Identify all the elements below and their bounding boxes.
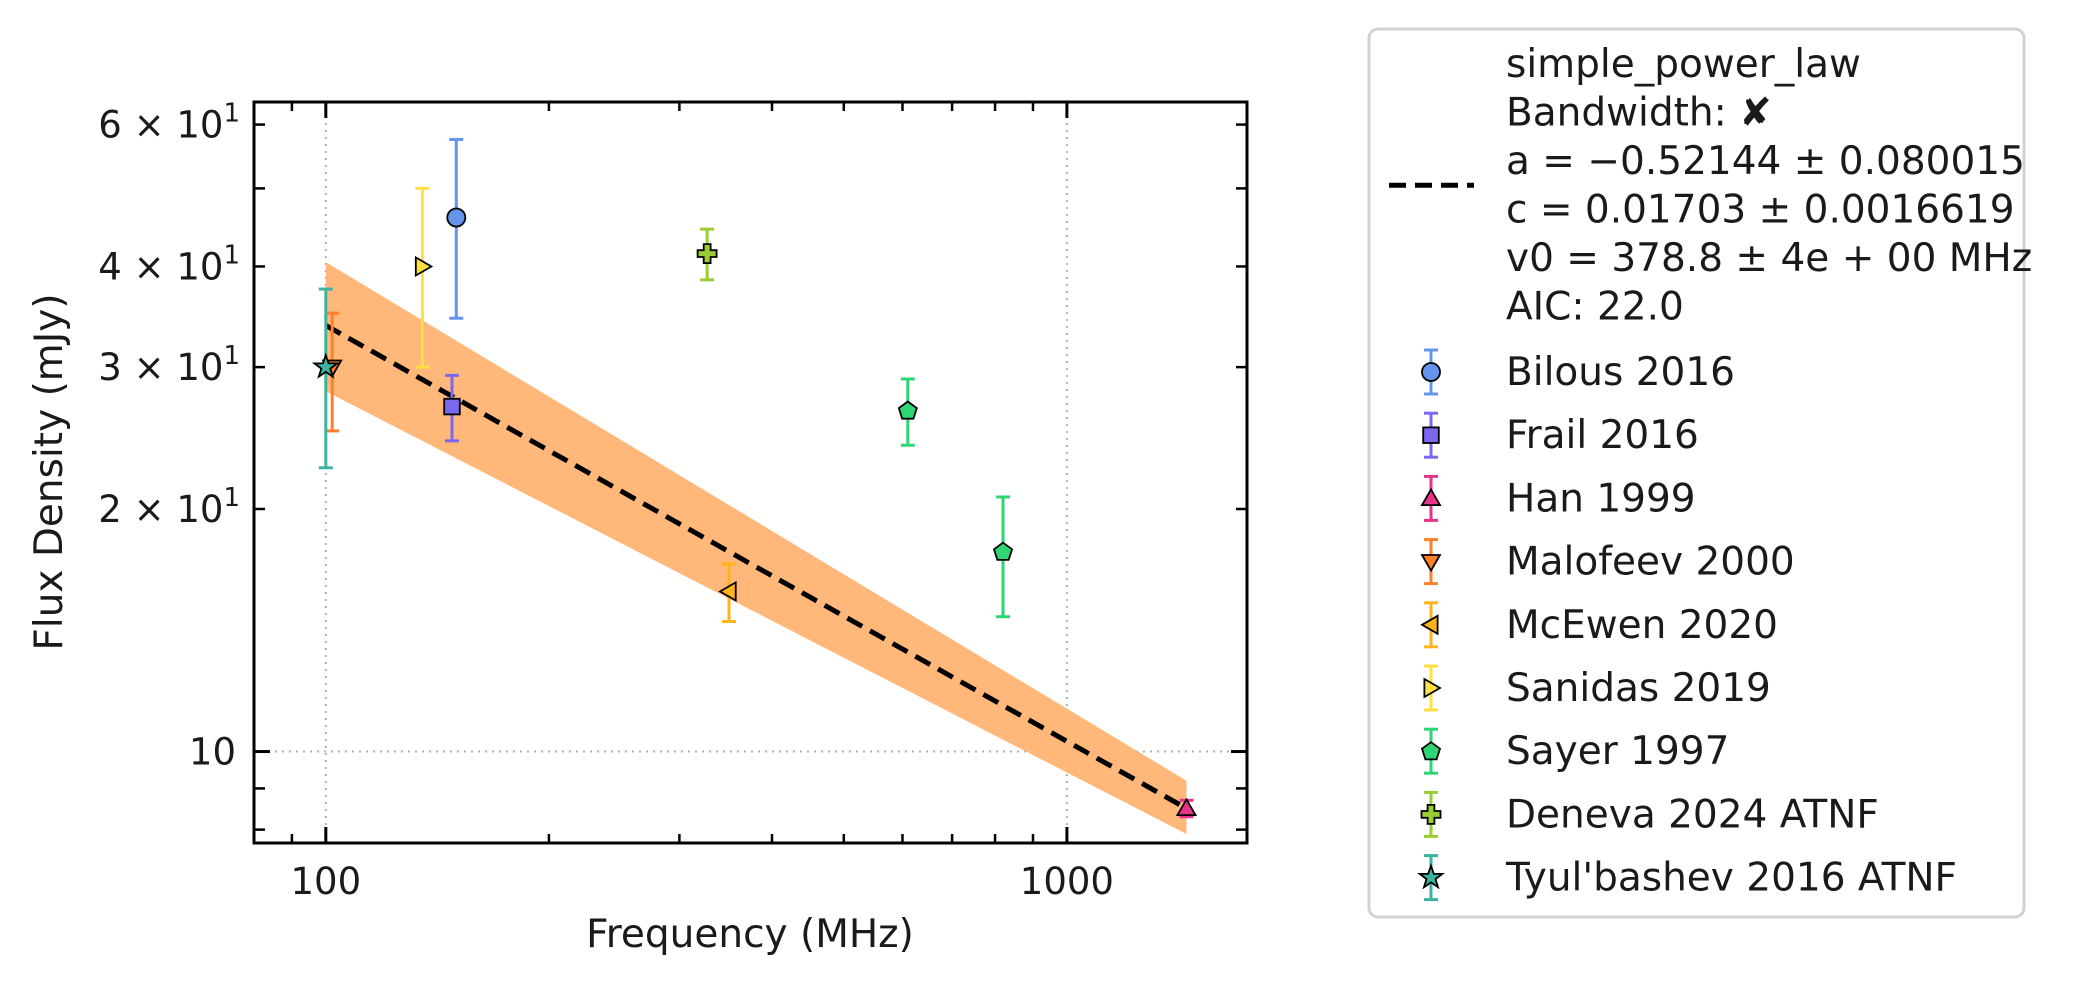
fit-line bbox=[324, 323, 1188, 811]
axis-ticks bbox=[252, 102, 1247, 843]
data-point-marker bbox=[446, 207, 467, 228]
legend-marker bbox=[1421, 362, 1441, 382]
data-point-error-bar bbox=[449, 137, 464, 320]
legend-marker bbox=[1420, 741, 1442, 761]
legend-label: Bilous 2016 bbox=[1506, 350, 1735, 395]
legend-fit-text: AIC: 22.0 bbox=[1506, 285, 1684, 330]
x-axis-label: Frequency (MHz) bbox=[586, 912, 914, 957]
legend-fit-text: v0 = 378.8 ± 4e + 00 MHz bbox=[1506, 236, 2032, 281]
data-point-marker bbox=[696, 243, 718, 265]
y-tick-label: 4 × 101 bbox=[98, 240, 240, 288]
legend-label: Deneva 2024 ATNF bbox=[1506, 792, 1879, 837]
legend-entry: Sanidas 2019 bbox=[1423, 664, 1771, 712]
legend-frame bbox=[1367, 27, 2026, 919]
data-point-marker bbox=[718, 580, 737, 603]
legend-entry: Sayer 1997 bbox=[1420, 727, 1729, 775]
y-axis-label: Flux Density (mJy) bbox=[27, 293, 72, 650]
legend-entry: McEwen 2020 bbox=[1420, 601, 1778, 649]
fit-line-layer bbox=[324, 323, 1188, 811]
y-tick-label: 10 bbox=[189, 731, 236, 774]
legend-marker bbox=[1420, 487, 1442, 507]
data-point-marker bbox=[311, 352, 340, 379]
x-tick-label: 100 bbox=[291, 860, 362, 903]
legend-entry: Malofeev 2000 bbox=[1420, 538, 1795, 586]
tick-labels: 100 1000 10 2 × 101 3 × 101 4 × 101 6 × 101 bbox=[98, 99, 1114, 903]
legend-label: Sanidas 2019 bbox=[1506, 666, 1771, 711]
legend-marker bbox=[1423, 677, 1442, 699]
legend-entry: Tyul'bashev 2016 ATNF bbox=[1417, 854, 1957, 902]
fit-uncertainty-band bbox=[325, 262, 1187, 835]
legend-label: Han 1999 bbox=[1506, 476, 1696, 521]
y-tick-label: 2 × 101 bbox=[98, 483, 240, 531]
legend-entry: Han 1999 bbox=[1420, 474, 1696, 522]
legend-label: Malofeev 2000 bbox=[1506, 540, 1795, 585]
data-point-marker bbox=[414, 255, 434, 278]
legend-label: Sayer 1997 bbox=[1506, 729, 1729, 774]
plot-frame bbox=[252, 100, 1249, 845]
legend-marker bbox=[1420, 614, 1439, 636]
data-point-marker bbox=[1175, 797, 1198, 816]
legend-marker bbox=[1420, 554, 1442, 573]
y-tick-label: 6 × 101 bbox=[98, 99, 240, 147]
data-point-marker bbox=[443, 397, 461, 416]
legend-marker bbox=[1420, 804, 1442, 825]
legend-fit-text: simple_power_law bbox=[1506, 42, 1861, 87]
x-tick-label: 1000 bbox=[1020, 860, 1114, 903]
fit-band-layer bbox=[325, 262, 1187, 835]
legend-entry: Frail 2016 bbox=[1422, 411, 1699, 459]
legend-marker bbox=[1417, 862, 1445, 890]
data-point-marker bbox=[992, 541, 1014, 561]
data-point-marker bbox=[897, 400, 918, 420]
y-tick-label: 3 × 101 bbox=[98, 341, 240, 389]
legend-label: Frail 2016 bbox=[1506, 413, 1699, 458]
data-points-layer bbox=[311, 137, 1198, 819]
legend-marker bbox=[1422, 426, 1440, 444]
legend-entry: Bilous 2016 bbox=[1421, 348, 1735, 396]
legend-fit-text: a = −0.52144 ± 0.080015 bbox=[1506, 139, 2025, 184]
legend-entry: Deneva 2024 ATNF bbox=[1420, 790, 1879, 838]
data-point-error-bar bbox=[415, 186, 430, 369]
legend-fit-text: Bandwidth: ✘ bbox=[1506, 91, 1772, 136]
data-point-error-bar bbox=[318, 287, 333, 470]
legend-fit-text: c = 0.01703 ± 0.0016619 bbox=[1506, 188, 2015, 233]
legend-label: Tyul'bashev 2016 ATNF bbox=[1505, 856, 1957, 901]
legend-label: McEwen 2020 bbox=[1506, 603, 1778, 648]
